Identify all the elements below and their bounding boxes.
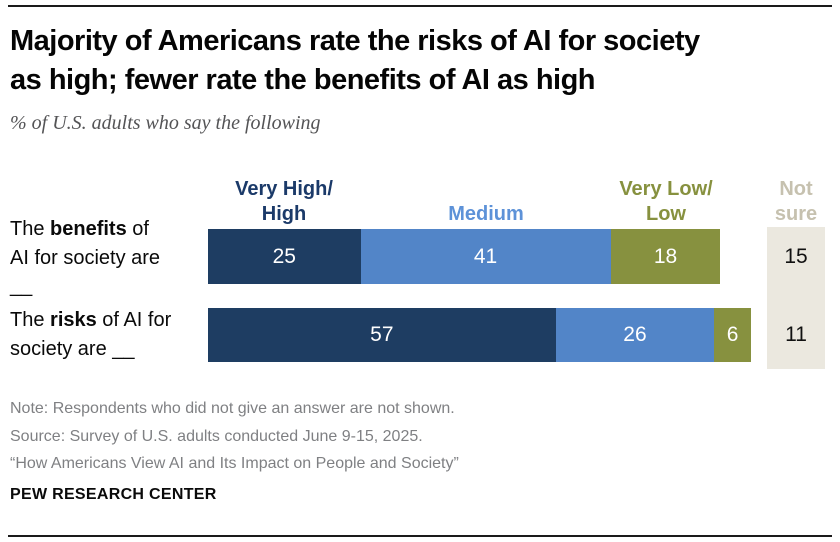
category-label-text: of AI for society are __: [10, 218, 161, 297]
not-sure-value: 11: [785, 323, 807, 346]
bar-segment: 25: [208, 229, 361, 284]
not-sure-value: 15: [784, 244, 808, 268]
column-header-line: Very High/: [235, 178, 333, 200]
report-title-line: “How Americans View AI and Its Impact on…: [10, 455, 459, 472]
column-header-line: Low: [646, 203, 686, 225]
bar-segment: 26: [555, 308, 715, 362]
category-label-text: benefits: [50, 218, 127, 240]
column-header: Medium: [411, 202, 561, 227]
category-label: The benefits of AI for society are __: [10, 215, 172, 301]
not-sure-column-background: [767, 227, 825, 369]
column-header: Very High/High: [209, 177, 359, 227]
brand-logo-text: PEW RESEARCH CENTER: [10, 486, 217, 503]
title-line-1: Majority of Americans rate the risks of …: [10, 25, 700, 57]
column-header-line: Very Low/: [619, 178, 713, 200]
page-title: Majority of Americans rate the risks of …: [10, 22, 830, 100]
category-label-text: The: [10, 218, 51, 240]
title-line-2: as high; fewer rate the benefits of AI a…: [10, 64, 596, 96]
chart-subtitle: % of U.S. adults who say the following: [10, 112, 321, 134]
column-header: Not sure: [721, 177, 840, 227]
column-header-line: Not: [779, 178, 813, 200]
bar-segment: 6: [714, 308, 751, 362]
bottom-divider: [8, 535, 832, 537]
bar-segment: 57: [208, 308, 556, 362]
bar-segment: 18: [610, 229, 721, 284]
category-label-text: The: [10, 309, 51, 331]
note-line: Note: Respondents who did not give an an…: [10, 400, 455, 417]
category-label: The risks of AI for society are __: [10, 306, 172, 363]
top-divider: [8, 5, 832, 7]
column-header-line: Medium: [448, 203, 524, 225]
bar-segment: 41: [360, 229, 611, 284]
source-line: Source: Survey of U.S. adults conducted …: [10, 427, 423, 445]
column-header-line: sure: [774, 203, 818, 225]
footnotes: Note: Respondents who did not give an an…: [10, 395, 459, 478]
category-label-text: risks: [50, 309, 97, 331]
category-label-text: of AI for society are __: [10, 309, 172, 360]
stacked-bar: 57 26 6: [208, 308, 751, 362]
stacked-bar: 25 41 18: [208, 229, 721, 284]
column-header: Very Low/Low: [591, 177, 741, 227]
column-header-line: High: [261, 203, 307, 225]
stacked-bar-chart: Very High/High Medium Very Low/Low Not sure T…: [0, 170, 840, 382]
